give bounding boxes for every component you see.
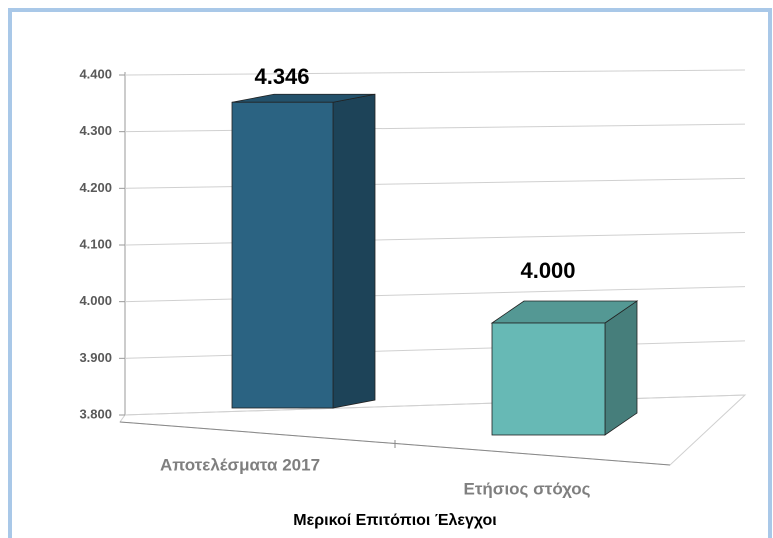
grid-line xyxy=(124,123,746,133)
grid-line xyxy=(124,340,746,359)
x-tick-label: Αποτελέσματα 2017 xyxy=(160,455,320,474)
y-tick-label: 3.800 xyxy=(79,406,112,421)
frame xyxy=(8,8,772,538)
y-tick-label: 4.300 xyxy=(79,123,112,138)
bar xyxy=(231,101,334,409)
y-tick-label: 3.900 xyxy=(79,350,112,365)
y-tick-label: 4.200 xyxy=(79,180,112,195)
grid-line xyxy=(124,394,746,416)
grid-line xyxy=(124,232,746,246)
x-axis-title: Μερικοί Επιτόπιοι Έλεγχοι xyxy=(293,512,496,529)
data-label: 4.000 xyxy=(520,258,575,283)
bar-side xyxy=(332,93,376,409)
grid-line xyxy=(124,69,746,76)
x-tick-label: Ετήσιος στόχος xyxy=(464,479,591,498)
grid-line xyxy=(124,177,746,189)
grid-line xyxy=(124,286,746,303)
y-tick-label: 4.000 xyxy=(79,293,112,308)
y-tick-label: 4.400 xyxy=(79,66,112,81)
bar-side xyxy=(604,300,638,436)
bar xyxy=(491,322,606,436)
data-label: 4.346 xyxy=(254,64,309,89)
y-tick-label: 4.100 xyxy=(79,236,112,251)
